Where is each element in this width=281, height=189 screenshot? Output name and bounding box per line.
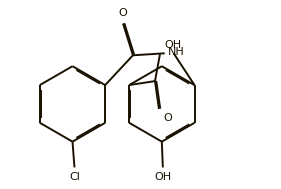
Text: O: O [119,8,127,18]
Text: NH: NH [168,47,184,57]
Text: OH: OH [164,40,181,50]
Text: OH: OH [154,172,171,182]
Text: O: O [163,113,172,123]
Text: Cl: Cl [69,172,80,182]
